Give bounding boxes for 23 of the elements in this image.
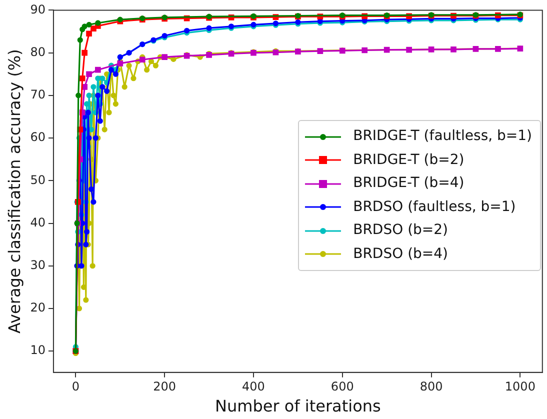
- legend-label: BRDSO (b=2): [353, 221, 448, 240]
- x-tick-label: 1000: [504, 380, 536, 394]
- legend-label: BRIDGE-T (b=2): [353, 150, 464, 170]
- x-tick-label: 600: [330, 380, 354, 394]
- legend-label: BRDSO (b=4): [353, 244, 448, 264]
- x-tick-label: 200: [153, 380, 176, 394]
- x-tick-label: 800: [420, 380, 443, 394]
- legend-label: BRDSO (faultless, b=1): [353, 198, 516, 216]
- y-tick-label: 10: [30, 343, 46, 358]
- x-axis-title: Number of iterations: [215, 396, 381, 416]
- x-tick-label: 400: [242, 380, 265, 394]
- x-tick-label: 0: [72, 380, 80, 394]
- y-tick-label: 60: [30, 130, 46, 144]
- legend-label: BRIDGE-T (b=4): [353, 174, 464, 193]
- y-tick-label: 80: [30, 44, 46, 59]
- y-tick-label: 90: [30, 2, 46, 16]
- y-tick-label: 70: [30, 88, 46, 102]
- y-tick-label: 20: [30, 300, 46, 315]
- y-tick-label: 30: [30, 258, 46, 272]
- y-axis-title: Average classification accuracy (%): [4, 49, 24, 334]
- y-tick-label: 40: [30, 215, 46, 230]
- legend-label: BRIDGE-T (faultless, b=1): [353, 127, 532, 146]
- y-tick-label: 50: [30, 172, 46, 187]
